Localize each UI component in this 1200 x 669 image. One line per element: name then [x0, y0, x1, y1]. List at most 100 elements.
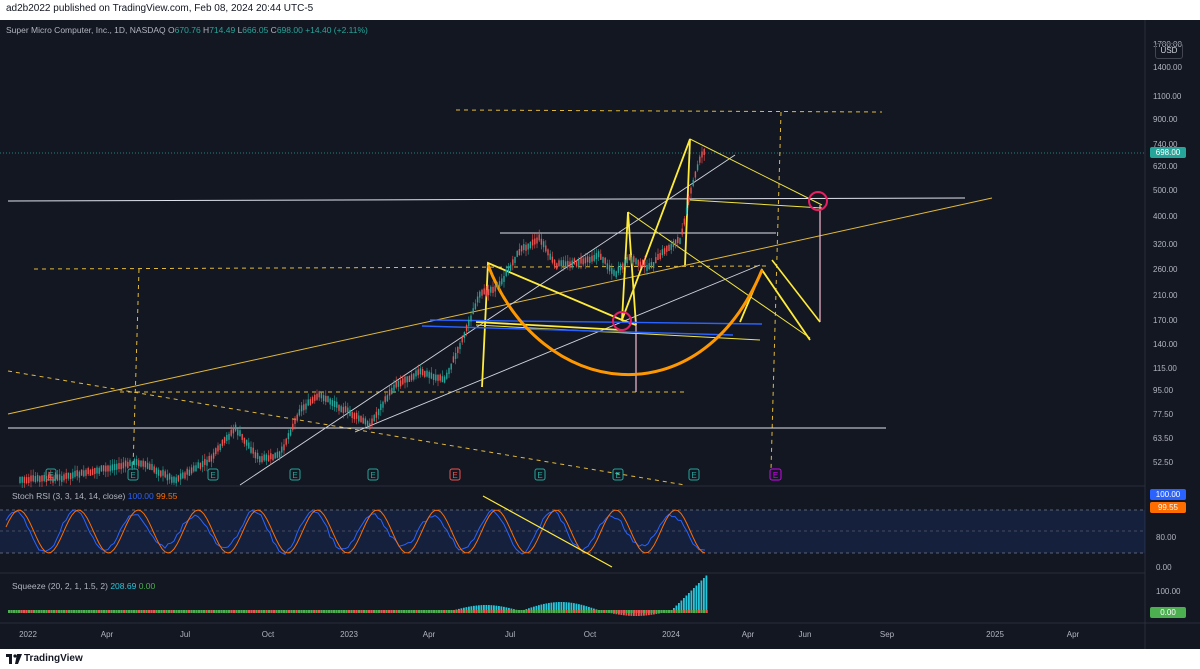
dashed-level-260[interactable] — [33, 265, 771, 270]
candle — [560, 257, 562, 270]
squeeze-dot — [590, 610, 593, 613]
squeeze-tag: 0.00 — [1150, 607, 1186, 618]
chart-area[interactable]: E E E E E E E E E E 1700.00 1400.00 1100.00 900.00 74… — [0, 20, 1200, 649]
squeeze-name[interactable]: Squeeze (20, 2, 1, 1.5, 2) — [12, 581, 108, 591]
candle — [685, 202, 688, 216]
yellow-line-b[interactable] — [689, 199, 823, 209]
time-axis[interactable]: 2022 Apr Jul Oct 2023 Apr Jul Oct 2024 Apr Jun Sep 2… — [19, 630, 1079, 639]
candle — [285, 437, 287, 447]
squeeze-bar — [538, 605, 540, 611]
dashed-vertical-2022[interactable] — [132, 268, 140, 469]
low-value: 666.05 — [242, 25, 269, 35]
candle — [63, 472, 65, 483]
pink-circle-1[interactable] — [612, 311, 632, 331]
yellow-zigzag-2[interactable] — [620, 138, 691, 326]
dashed-downtrend[interactable] — [7, 370, 686, 486]
blue-line-2[interactable] — [421, 325, 734, 336]
candle — [369, 418, 371, 430]
cup-and-handle-curve[interactable] — [486, 264, 764, 376]
squeeze-bar — [583, 605, 585, 611]
earnings-marker[interactable]: E — [688, 468, 700, 481]
stoch-k-line[interactable] — [5, 508, 706, 556]
future-earnings-marker[interactable]: E — [769, 468, 782, 481]
squeeze-bar — [623, 611, 625, 616]
candle — [47, 471, 50, 482]
squeeze-bar — [685, 595, 688, 611]
symbol-legend[interactable]: Super Micro Computer, Inc., 1D, NASDAQ O… — [6, 25, 368, 35]
pink-circle-2[interactable] — [808, 191, 828, 211]
dashed-top-target[interactable] — [455, 109, 883, 113]
squeeze-dot — [98, 610, 101, 613]
earnings-marker[interactable]: E — [612, 468, 624, 481]
footer: TradingView — [0, 649, 1200, 669]
stoch-trendline[interactable] — [482, 495, 613, 568]
yellow-line-d[interactable] — [475, 324, 761, 341]
candle — [586, 253, 589, 267]
yellow-line-c[interactable] — [627, 211, 811, 339]
candle — [450, 363, 452, 374]
earnings-marker[interactable]: E — [534, 468, 546, 481]
candle — [646, 259, 648, 276]
chart-canvas[interactable]: E E E E E E E E E E 1700.00 1400.00 1100.00 900.00 74… — [0, 20, 1200, 649]
stoch-axis[interactable]: 80.00 0.00 — [1156, 533, 1177, 572]
yellow-drop[interactable] — [771, 259, 821, 323]
stoch-legend[interactable]: Stoch RSI (3, 3, 14, 14, close) 100.00 9… — [12, 491, 177, 501]
time-tick-label: Oct — [584, 630, 597, 639]
earnings-marker[interactable]: E — [449, 468, 461, 481]
squeeze-dot — [58, 610, 61, 613]
candle — [474, 299, 477, 310]
squeeze-dot — [15, 610, 18, 613]
time-tick-label: Oct — [262, 630, 275, 639]
stoch-d-line[interactable] — [5, 509, 706, 554]
earnings-marker[interactable]: E — [127, 468, 139, 481]
squeeze-dot — [540, 610, 543, 613]
squeeze-bar — [565, 602, 568, 611]
candle — [362, 414, 364, 424]
white-trendline-2[interactable] — [354, 264, 761, 433]
symbol-name[interactable]: Super Micro Computer, Inc., 1D, NASDAQ — [6, 25, 166, 35]
squeeze-dot — [528, 610, 531, 613]
stoch-name[interactable]: Stoch RSI (3, 3, 14, 14, close) — [12, 491, 126, 501]
yellow-cup-left[interactable] — [475, 321, 623, 331]
squeeze-dot — [523, 610, 526, 613]
earnings-marker[interactable]: E — [367, 468, 379, 481]
earnings-marker[interactable]: E — [45, 468, 57, 481]
candle — [670, 240, 672, 254]
squeeze-histogram[interactable] — [450, 575, 708, 616]
squeeze-dot — [10, 610, 13, 613]
candlestick-series[interactable] — [19, 146, 705, 488]
price-axis[interactable]: 1700.00 1400.00 1100.00 900.00 740.00 620.00 5… — [1153, 40, 1182, 467]
drawings[interactable] — [7, 109, 993, 486]
long-yellow-trendline[interactable] — [7, 197, 993, 415]
candle — [531, 234, 534, 250]
candle — [703, 147, 705, 161]
candle — [679, 237, 681, 245]
squeeze-dot — [693, 610, 696, 613]
candle — [692, 177, 694, 188]
currency-button[interactable]: USD — [1155, 43, 1183, 59]
svg-text:E: E — [452, 471, 457, 480]
squeeze-dot — [403, 610, 406, 613]
squeeze-bar — [493, 605, 495, 611]
blue-line-1[interactable] — [429, 319, 763, 325]
squeeze-legend[interactable]: Squeeze (20, 2, 1, 1.5, 2) 208.69 0.00 — [12, 581, 155, 591]
candle — [637, 259, 639, 272]
squeeze-dot — [288, 610, 291, 613]
squeeze-dot — [103, 610, 106, 613]
squeeze-bar — [643, 611, 645, 616]
svg-text:E: E — [537, 471, 542, 480]
white-horizontal-500[interactable] — [7, 197, 966, 202]
stoch-k-value: 100.00 — [127, 491, 154, 501]
yellow-line-a[interactable] — [689, 138, 823, 206]
squeeze-dot — [453, 610, 456, 613]
candle — [483, 284, 485, 295]
squeeze-bar — [688, 593, 690, 611]
candle — [454, 347, 457, 365]
earnings-marker[interactable]: E — [207, 468, 219, 481]
candle — [496, 281, 499, 289]
squeeze-axis[interactable]: 100.00 — [1156, 587, 1181, 596]
candle — [34, 471, 37, 484]
squeeze-dot — [93, 610, 96, 613]
earnings-marker[interactable]: E — [289, 468, 301, 481]
